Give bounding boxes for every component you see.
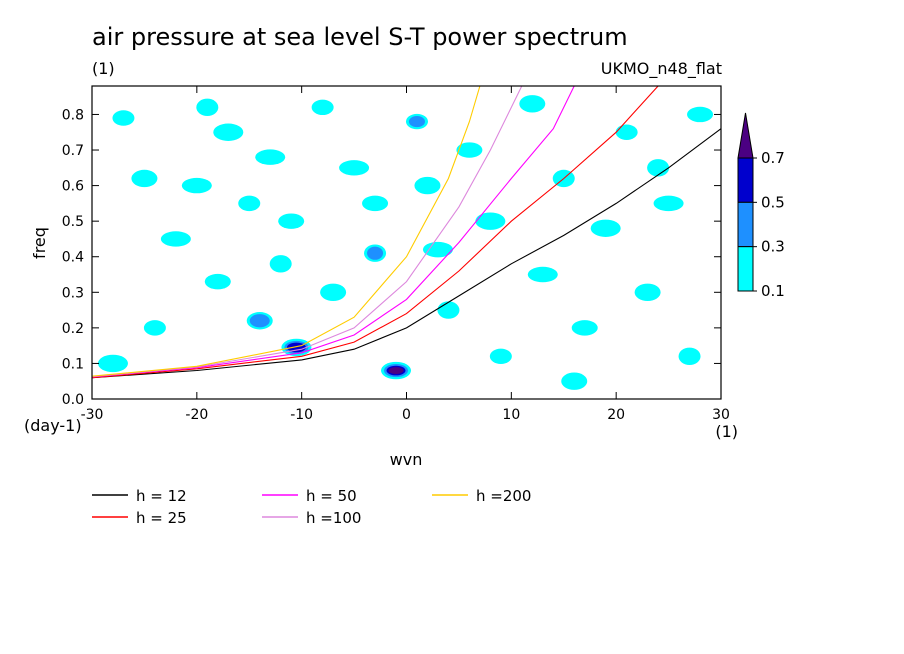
y-tick-label: 0.6 [62,179,84,195]
contour-blob [519,95,546,113]
contour-blob [489,348,512,365]
contour-blob [249,314,270,328]
contour-blob [590,219,621,237]
y-tick-label: 0.3 [62,285,84,301]
contour-blob [362,195,389,212]
y-tick-label: 0.1 [62,356,84,372]
x-axis-label: wvn [390,450,423,469]
x-tick-label: -30 [81,407,104,423]
contour-blob [527,266,558,283]
y-axis-label: freq [30,227,49,259]
y-tick-label: 0.8 [62,107,84,123]
x-tick-label: -10 [290,407,313,423]
legend: h = 12 h = 25 h = 50 h =100 h =200 [92,487,531,527]
contour-blob [181,177,212,194]
x-axis-ticks: -30 -20 -10 0 10 20 30 [81,86,730,423]
legend-label: h = 25 [136,509,187,527]
model-label: UKMO_n48_flat [601,59,722,79]
contour-blob [131,169,158,188]
contour-blob [278,213,305,229]
contour-blob [414,176,441,195]
y-tick-label: 0.5 [62,214,84,230]
colorbar-label: 0.1 [761,282,785,300]
colorbar-extend-arrow [737,112,754,159]
y-tick-label: 0.2 [62,321,84,337]
unit-label: (1) [92,59,115,78]
contour-blob [143,320,166,336]
colorbar: 0.1 0.3 0.5 0.7 [737,112,785,300]
colorbar-segment [737,246,754,292]
contour-blob [561,372,588,390]
contour-blob [196,98,219,117]
contour-blob [160,231,191,247]
legend-label: h = 50 [306,487,357,505]
contour-blob [269,255,292,273]
contour-blob [678,347,701,366]
colorbar-label: 0.3 [761,238,785,256]
x-unit-label: (1) [715,422,738,441]
colorbar-segment [737,157,754,203]
legend-label: h =100 [306,509,361,527]
contour-blob [238,195,261,212]
contour-blob [647,159,670,177]
contour-blob [286,342,306,353]
x-tick-label: 30 [712,407,730,423]
y-axis-ticks: 0.0 0.1 0.2 0.3 0.4 0.5 0.6 0.7 0.8 [62,107,721,408]
contour-blob [388,367,404,374]
colorbar-label: 0.7 [761,149,785,167]
chart-title: air pressure at sea level S-T power spec… [92,23,628,51]
colorbar-label: 0.5 [761,193,785,211]
contour-blob [687,106,714,123]
dispersion-curve [91,85,523,378]
x-tick-label: -20 [185,407,208,423]
contour-blob [634,283,661,301]
legend-label: h =200 [476,487,531,505]
contour-blob [255,149,286,165]
dispersion-curve [91,85,659,379]
y-tick-label: 0.4 [62,250,84,266]
contour-blob [422,241,453,258]
contour-blob [437,301,460,319]
contour-blob [311,99,334,116]
contour-blob [97,354,128,373]
contour-blob [367,246,384,260]
x-tick-label: 20 [607,407,625,423]
dispersion-curve [91,128,722,379]
contour-blob [204,273,231,290]
contour-blob [339,160,370,176]
contour-blob [653,195,684,212]
contour-blob [320,283,347,301]
dispersion-curves [91,85,722,379]
dispersion-curve [91,85,575,378]
dispersion-curve [91,85,481,377]
contour-blob [615,124,638,140]
contour-blob [571,320,598,336]
contour-blob [112,110,135,126]
x-tick-label: 0 [402,407,411,423]
contour-blob [408,115,425,128]
contour-features [97,95,714,390]
y-unit-label: (day-1) [24,416,82,435]
colorbar-segment [737,201,754,248]
y-tick-label: 0.7 [62,143,84,159]
contour-blob [456,142,483,158]
contour-blob [475,212,506,230]
legend-label: h = 12 [136,487,187,505]
y-tick-label: 0.0 [62,392,84,408]
x-tick-label: 10 [502,407,520,423]
contour-blob [213,123,244,141]
